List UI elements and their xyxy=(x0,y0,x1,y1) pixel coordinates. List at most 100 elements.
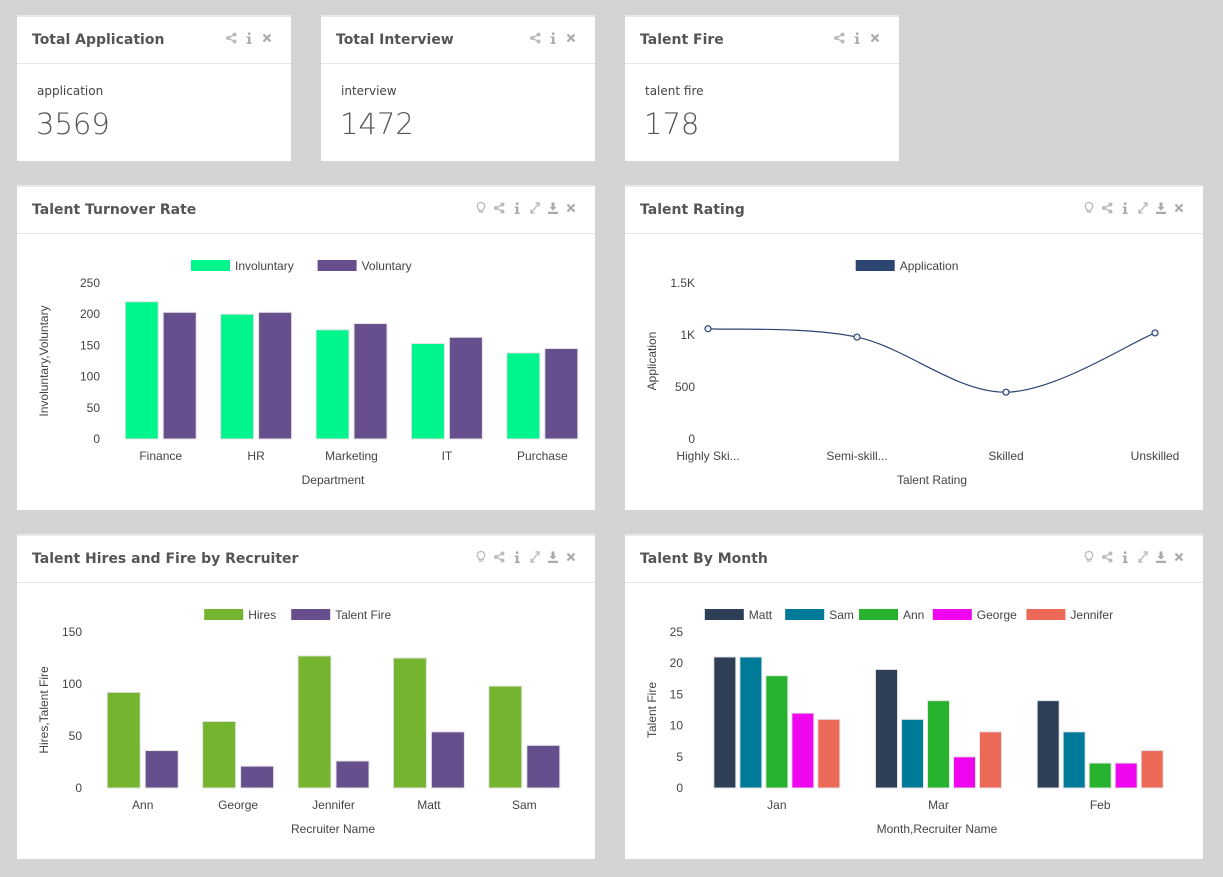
bar-voluntary xyxy=(258,311,293,440)
kpi-card-talent-fire: Talent Fire talent fire 178 xyxy=(625,15,899,161)
lightbulb-icon[interactable] xyxy=(1083,550,1095,564)
close-icon[interactable] xyxy=(565,31,577,45)
info-icon[interactable] xyxy=(511,550,523,564)
x-axis-title: Department xyxy=(302,473,365,487)
y-tick-label: 150 xyxy=(62,625,82,639)
y-tick-label: 1.5K xyxy=(670,276,695,290)
bar-ann xyxy=(927,700,950,789)
x-tick-label: Unskilled xyxy=(1131,449,1180,463)
x-tick-label: Feb xyxy=(1090,798,1111,812)
expand-icon[interactable] xyxy=(529,550,541,564)
bar-hires xyxy=(488,685,523,789)
y-tick-label: 0 xyxy=(75,781,82,795)
kpi-label: interview xyxy=(341,84,397,98)
bar-voluntary xyxy=(448,336,483,440)
bar-sam xyxy=(901,718,924,789)
info-icon[interactable] xyxy=(243,31,255,45)
legend-label: Sam xyxy=(829,608,854,622)
x-axis-title: Recruiter Name xyxy=(291,822,375,836)
share-icon[interactable] xyxy=(833,31,845,45)
share-icon[interactable] xyxy=(225,31,237,45)
legend-swatch xyxy=(932,609,972,620)
lightbulb-icon[interactable] xyxy=(475,201,487,215)
info-icon[interactable] xyxy=(1119,550,1131,564)
close-icon[interactable] xyxy=(261,31,273,45)
x-tick-label: Mar xyxy=(928,798,949,812)
close-icon[interactable] xyxy=(869,31,881,45)
kpi-value: 1472 xyxy=(340,107,414,141)
bar-talent-fire xyxy=(240,765,275,789)
share-icon[interactable] xyxy=(493,201,505,215)
expand-icon[interactable] xyxy=(529,201,541,215)
bar-voluntary xyxy=(353,323,388,440)
lightbulb-icon[interactable] xyxy=(475,550,487,564)
legend-label: Voluntary xyxy=(362,259,412,273)
card-toolbar xyxy=(529,31,577,45)
bar-involuntary xyxy=(220,313,255,440)
info-icon[interactable] xyxy=(547,31,559,45)
bar-talent-fire xyxy=(430,731,465,789)
bar-voluntary xyxy=(162,311,197,440)
y-tick-label: 50 xyxy=(69,729,83,743)
share-icon[interactable] xyxy=(1101,201,1113,215)
card-header: Talent Fire xyxy=(625,17,899,64)
rating-chart: Application 0 500 1K 1.5K Application Talent R… xyxy=(645,259,1180,487)
y-axis-title: Involuntary,Voluntary xyxy=(37,305,51,416)
card-header: Talent Hires and Fire by Recruiter xyxy=(17,536,595,583)
bar-george xyxy=(1114,762,1138,789)
bar-sam xyxy=(739,656,763,789)
bar-involuntary xyxy=(315,329,350,440)
expand-icon[interactable] xyxy=(1137,201,1149,215)
legend-label: Matt xyxy=(749,608,773,622)
card-toolbar xyxy=(1083,550,1185,564)
y-tick-label: 50 xyxy=(87,401,101,415)
hires-fire-chart: Hires Talent Fire 0 50 100 150 Hires,Talent Fi… xyxy=(37,608,561,836)
x-tick-label: IT xyxy=(442,449,453,463)
lightbulb-icon[interactable] xyxy=(1083,201,1095,215)
bar-hires xyxy=(297,655,332,789)
card-toolbar xyxy=(833,31,881,45)
close-icon[interactable] xyxy=(1173,550,1185,564)
y-tick-label: 0 xyxy=(93,432,100,446)
close-icon[interactable] xyxy=(565,201,577,215)
download-icon[interactable] xyxy=(547,550,559,564)
x-tick-label: Finance xyxy=(139,449,182,463)
close-icon[interactable] xyxy=(565,550,577,564)
bar-george xyxy=(791,712,815,789)
legend-swatch xyxy=(191,260,230,271)
x-tick-label: Jennifer xyxy=(312,798,355,812)
legend-swatch xyxy=(1026,609,1066,620)
bar-ann xyxy=(765,675,789,789)
kpi-value: 3569 xyxy=(36,107,110,141)
legend-label: Involuntary xyxy=(235,259,294,273)
close-icon[interactable] xyxy=(1173,201,1185,215)
y-tick-label: 15 xyxy=(670,687,684,701)
info-icon[interactable] xyxy=(1119,201,1131,215)
legend-swatch xyxy=(204,609,244,620)
kpi-label: talent fire xyxy=(645,84,704,98)
y-tick-label: 25 xyxy=(670,625,684,639)
legend-label: Hires xyxy=(248,608,276,622)
x-tick-label: HR xyxy=(247,449,265,463)
download-icon[interactable] xyxy=(547,201,559,215)
panel-talent-hires-fire: Talent Hires and Fire by Recruiter Hires… xyxy=(17,534,595,859)
info-icon[interactable] xyxy=(511,201,523,215)
legend-swatch xyxy=(855,260,895,271)
card-toolbar xyxy=(475,550,577,564)
share-icon[interactable] xyxy=(529,31,541,45)
download-icon[interactable] xyxy=(1155,201,1167,215)
card-header: Talent By Month xyxy=(625,536,1203,583)
share-icon[interactable] xyxy=(1101,550,1113,564)
bar-jennifer xyxy=(979,731,1002,789)
x-tick-label: Sam xyxy=(512,798,537,812)
kpi-value: 178 xyxy=(644,107,700,141)
legend-swatch xyxy=(704,609,744,620)
share-icon[interactable] xyxy=(493,550,505,564)
download-icon[interactable] xyxy=(1155,550,1167,564)
y-axis-title: Talent Fire xyxy=(645,682,659,738)
kpi-card-interview: Total Interview interview 1472 xyxy=(321,15,595,161)
info-icon[interactable] xyxy=(851,31,863,45)
expand-icon[interactable] xyxy=(1137,550,1149,564)
bar-involuntary xyxy=(506,352,541,440)
bar-talent-fire xyxy=(526,744,561,789)
